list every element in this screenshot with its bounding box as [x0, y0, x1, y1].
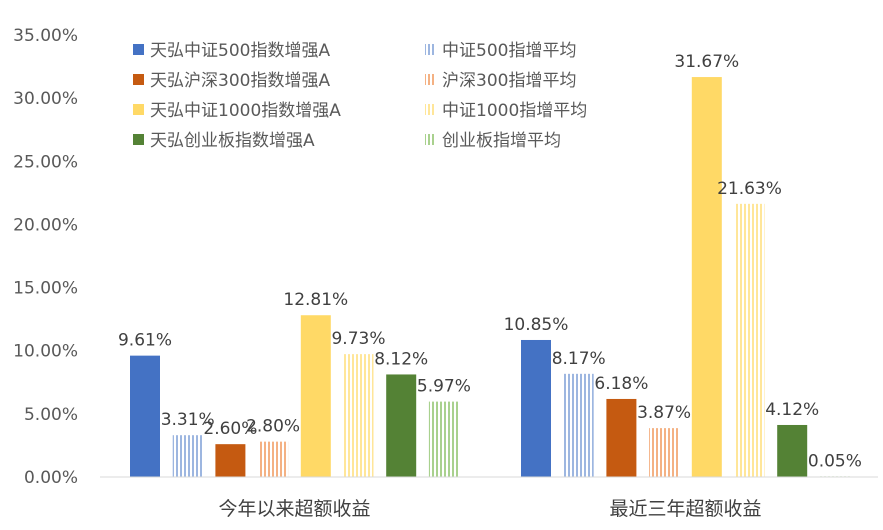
- legend-swatch: [425, 44, 436, 55]
- bar-5-1: [300, 315, 331, 477]
- legend-item: 天弘创业板指数增强A: [133, 131, 315, 151]
- data-label: 21.63%: [717, 179, 782, 199]
- x-category-label: 最近三年超额收益: [609, 498, 761, 520]
- y-tick-label: 5.00%: [24, 405, 78, 425]
- data-label: 9.73%: [331, 329, 385, 349]
- y-tick-label: 0.00%: [24, 468, 78, 488]
- y-axis: 0.00% 5.00% 10.00% 15.00% 20.00% 25.00% 30.00%…: [13, 26, 78, 488]
- legend-label: 沪深300指增平均: [442, 71, 576, 91]
- bar-5-2: [691, 77, 722, 477]
- legend-swatch: [425, 104, 436, 115]
- y-tick-label: 25.00%: [13, 152, 78, 172]
- data-label: 6.18%: [594, 374, 648, 394]
- legend-item: 中证500指增平均: [425, 41, 576, 61]
- data-label: 10.85%: [504, 315, 569, 335]
- legend-swatch: [133, 104, 144, 115]
- bar-2-1: [172, 435, 203, 477]
- data-label: 3.31%: [161, 410, 215, 430]
- legend-label: 中证500指增平均: [442, 41, 576, 61]
- legend-item: 创业板指增平均: [425, 131, 561, 151]
- y-tick-label: 20.00%: [13, 215, 78, 235]
- data-label: 8.17%: [552, 349, 606, 369]
- data-labels: 9.61% 10.85% 3.31% 8.17% 2.60% 6.18% 2.80% 3.87…: [118, 52, 862, 471]
- x-axis: 今年以来超额收益 最近三年超额收益: [218, 498, 761, 520]
- legend-label: 天弘中证1000指数增强A: [150, 101, 341, 121]
- legend-label: 天弘中证500指数增强A: [150, 41, 330, 61]
- bar-3-2: [606, 398, 637, 477]
- data-label: 0.05%: [808, 451, 862, 471]
- bar-7-1: [386, 374, 417, 477]
- bar-2-2: [563, 373, 594, 477]
- legend-item: 沪深300指增平均: [425, 71, 576, 91]
- legend-swatch: [133, 74, 144, 85]
- bar-1-1: [130, 355, 160, 477]
- legend-swatch: [133, 134, 144, 145]
- bar-4-1: [258, 441, 289, 477]
- bar-8-1: [428, 401, 459, 477]
- y-tick-label: 30.00%: [13, 89, 78, 109]
- data-label: 2.60%: [203, 419, 257, 439]
- y-tick-label: 10.00%: [13, 342, 78, 362]
- data-label: 2.80%: [246, 417, 300, 437]
- bar-6-1: [343, 354, 374, 477]
- bar-1-2: [521, 339, 551, 477]
- x-category-label: 今年以来超额收益: [218, 498, 370, 520]
- y-tick-label: 15.00%: [13, 279, 78, 299]
- bar-4-2: [649, 428, 680, 477]
- bar-7-2: [777, 424, 808, 477]
- legend-label: 创业板指增平均: [442, 131, 561, 151]
- legend-label: 天弘沪深300指数增强A: [150, 71, 330, 91]
- data-label: 8.12%: [374, 349, 428, 369]
- legend-swatch: [425, 74, 436, 85]
- data-label: 5.97%: [417, 377, 471, 397]
- legend-label: 中证1000指增平均: [442, 101, 587, 121]
- bar-6-2: [734, 203, 765, 477]
- data-label: 12.81%: [283, 290, 348, 310]
- legend-label: 天弘创业板指数增强A: [150, 131, 315, 151]
- legend-item: 天弘中证1000指数增强A: [133, 101, 341, 121]
- bars: [130, 77, 850, 477]
- data-label: 31.67%: [674, 52, 739, 72]
- legend-swatch: [425, 134, 436, 145]
- legend-item: 中证1000指增平均: [425, 101, 587, 121]
- y-tick-label: 35.00%: [13, 26, 78, 46]
- data-label: 3.87%: [637, 403, 691, 423]
- bar-3-1: [215, 444, 246, 477]
- legend-swatch: [133, 44, 144, 55]
- legend-item: 天弘中证500指数增强A: [133, 41, 330, 61]
- data-label: 9.61%: [118, 331, 172, 351]
- legend-item: 天弘沪深300指数增强A: [133, 71, 330, 91]
- data-label: 4.12%: [765, 400, 819, 420]
